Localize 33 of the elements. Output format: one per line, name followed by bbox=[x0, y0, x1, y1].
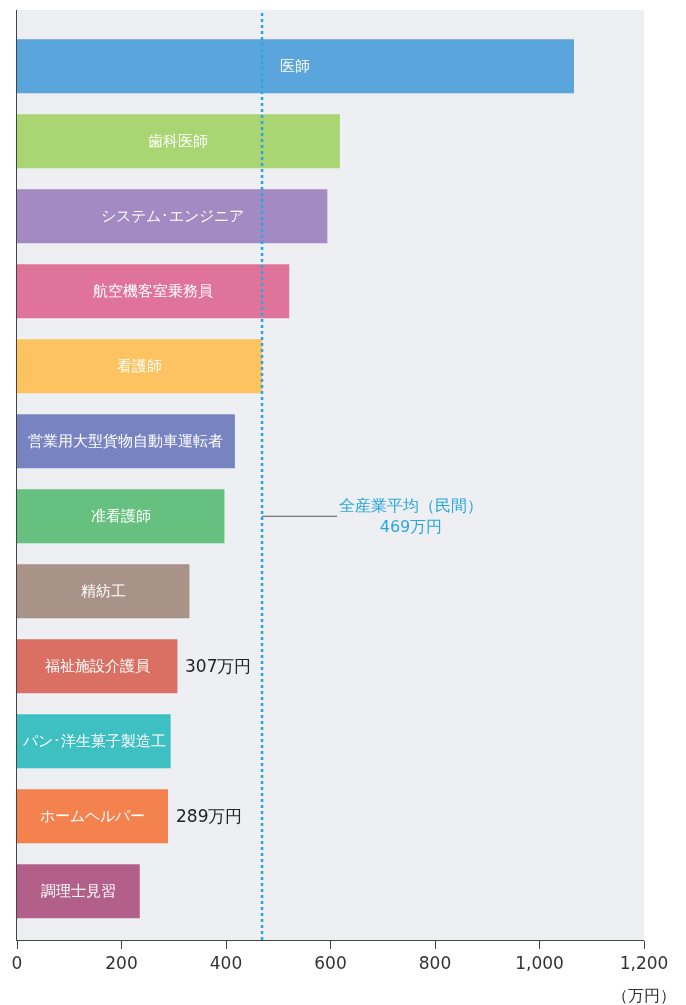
bar bbox=[17, 339, 263, 394]
x-tick-label: 800 bbox=[418, 953, 452, 974]
y-tick-label: 医師 bbox=[280, 57, 311, 76]
bar bbox=[17, 264, 290, 319]
y-tick-label: 精紡工 bbox=[80, 582, 126, 601]
y-tick-label: ホームヘルパー bbox=[40, 807, 145, 826]
x-tick-label: 1,200 bbox=[619, 953, 669, 974]
data-label: 307万円 bbox=[185, 656, 252, 676]
y-tick-label: システム･エンジニア bbox=[100, 207, 244, 226]
y-tick-label: 営業用大型貨物自動車運転者 bbox=[28, 432, 224, 451]
bar bbox=[17, 714, 171, 769]
bar bbox=[17, 564, 190, 619]
y-tick-label: 調理士見習 bbox=[40, 882, 116, 901]
bar bbox=[17, 864, 140, 919]
x-tick-label: 600 bbox=[314, 953, 347, 974]
y-tick-label: 准看護師 bbox=[90, 507, 151, 526]
bar bbox=[17, 189, 328, 244]
data-label: 289万円 bbox=[176, 806, 243, 826]
x-tick-label: 0 bbox=[11, 953, 23, 974]
ref-line-label: 全産業平均（民間） 469万円 bbox=[339, 496, 483, 536]
x-axis-title: （万円） bbox=[612, 986, 676, 1005]
y-tick-label: パン･洋生菓子製造工 bbox=[21, 732, 166, 751]
y-tick-label: 歯科医師 bbox=[148, 132, 209, 151]
bar bbox=[17, 489, 225, 544]
y-tick-label: 福祉施設介護員 bbox=[44, 657, 150, 676]
x-tick-label: 400 bbox=[209, 953, 243, 974]
bar bbox=[17, 39, 574, 94]
x-tick-label: 200 bbox=[105, 953, 138, 974]
bar bbox=[17, 114, 340, 169]
bar bbox=[17, 789, 168, 844]
y-tick-label: 航空機客室乗務員 bbox=[93, 282, 214, 301]
y-tick-label: 看護師 bbox=[117, 357, 163, 376]
x-tick-label: 1,000 bbox=[515, 953, 564, 974]
